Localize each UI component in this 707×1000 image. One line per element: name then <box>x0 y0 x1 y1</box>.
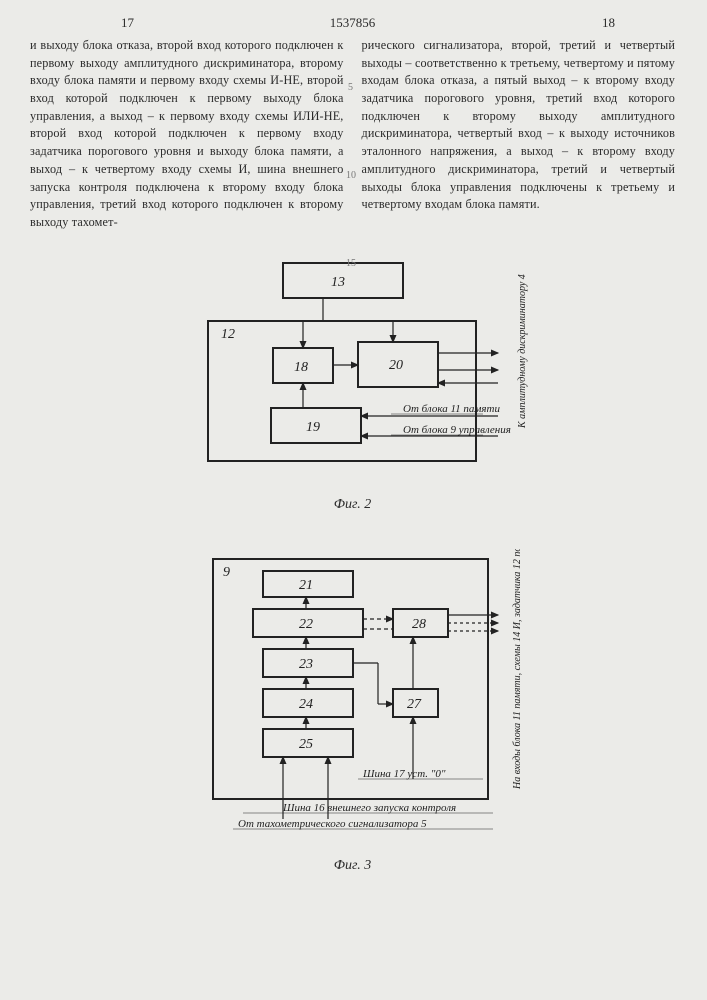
line-number: 5 <box>348 82 353 93</box>
page-num-right: 18 <box>225 15 675 31</box>
block-13-label: 13 <box>331 275 345 290</box>
fig2-mem-label: От блока 11 памяти <box>403 403 500 415</box>
fig3-caption: Фиг. 3 <box>30 858 675 874</box>
line-number: 15 <box>346 258 356 269</box>
fig2-ctrl-label: От блока 9 управления <box>403 424 511 436</box>
page-num-left: 17 <box>30 15 225 31</box>
svg-text:28: 28 <box>412 617 426 632</box>
fig3-bus-label: Шина 17 уст. "0" <box>362 768 446 780</box>
svg-text:23: 23 <box>299 657 313 672</box>
figure-2: 13 12 18 20 19 <box>30 258 675 513</box>
svg-text:24: 24 <box>299 697 313 712</box>
svg-text:21: 21 <box>299 578 313 593</box>
fig2-caption: Фиг. 2 <box>30 497 675 513</box>
header: 17 1537856 18 <box>30 15 675 31</box>
svg-text:22: 22 <box>299 617 313 632</box>
fig2-right-label: К амплитудному дискриминатору 4 <box>517 274 528 429</box>
two-column-text: и выходу блока отказа, второй вход котор… <box>30 37 675 232</box>
fig3-ext-label: Шина 16 внешнего запуска контроля <box>282 802 456 814</box>
block-19-label: 19 <box>306 420 320 435</box>
svg-text:25: 25 <box>299 737 313 752</box>
outer-9-label: 9 <box>223 565 230 580</box>
line-number: 10 <box>346 170 356 181</box>
column-right: рического сигнализатора, второй, третий … <box>362 37 676 232</box>
block-18-label: 18 <box>294 360 308 375</box>
doc-number: 1537856 <box>330 15 376 31</box>
block-20-label: 20 <box>389 358 403 373</box>
fig3-right-label: На входы блока 11 памяти, схемы 14 И, за… <box>512 549 523 790</box>
outer-12-label: 12 <box>221 327 235 342</box>
fig3-tacho-label: От тахометрического сигнализатора 5 <box>238 818 427 830</box>
column-left: и выходу блока отказа, второй вход котор… <box>30 37 344 232</box>
figure-3: 9 21 22 23 24 25 28 27 <box>30 549 675 874</box>
svg-text:27: 27 <box>407 697 422 712</box>
